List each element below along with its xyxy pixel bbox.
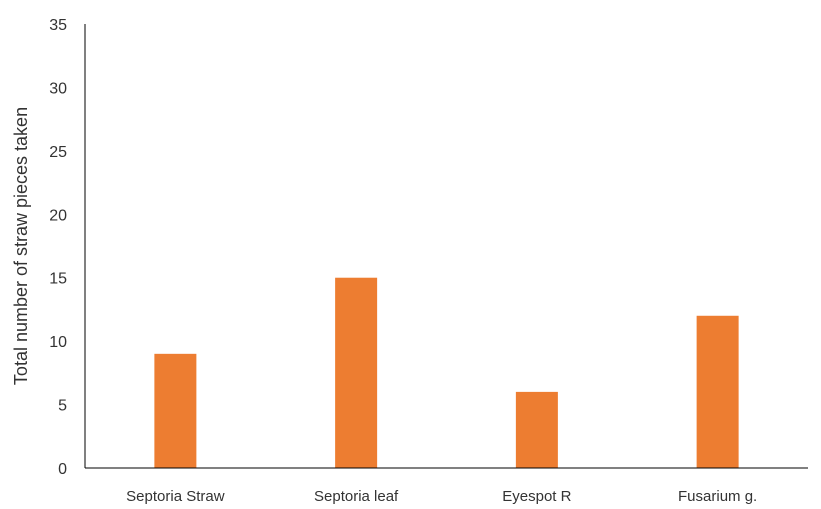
x-category-label: Septoria leaf <box>314 488 399 505</box>
x-category-label: Septoria Straw <box>126 488 225 505</box>
y-tick-label: 5 <box>58 398 67 415</box>
y-axis-title: Total number of straw pieces taken <box>11 107 31 385</box>
y-tick-label: 25 <box>49 144 67 161</box>
bar <box>335 277 378 468</box>
bar <box>154 353 197 468</box>
axes-group <box>84 24 808 469</box>
y-tick-label: 30 <box>49 80 67 97</box>
y-tick-label: 10 <box>49 334 67 351</box>
y-tick-label: 20 <box>49 207 67 224</box>
bar <box>696 315 739 468</box>
bars-group <box>154 277 739 468</box>
x-tick-labels: Septoria Straw Septoria leaf Eyespot R Fusa… <box>126 488 757 505</box>
y-tick-label: 15 <box>49 271 67 288</box>
y-tick-label: 35 <box>49 17 67 34</box>
x-category-label: Fusarium g. <box>678 488 757 505</box>
bar <box>515 391 558 468</box>
y-tick-labels: 0 5 10 15 20 25 30 35 <box>49 17 67 478</box>
y-tick-label: 0 <box>58 461 67 478</box>
x-category-label: Eyespot R <box>502 488 571 505</box>
